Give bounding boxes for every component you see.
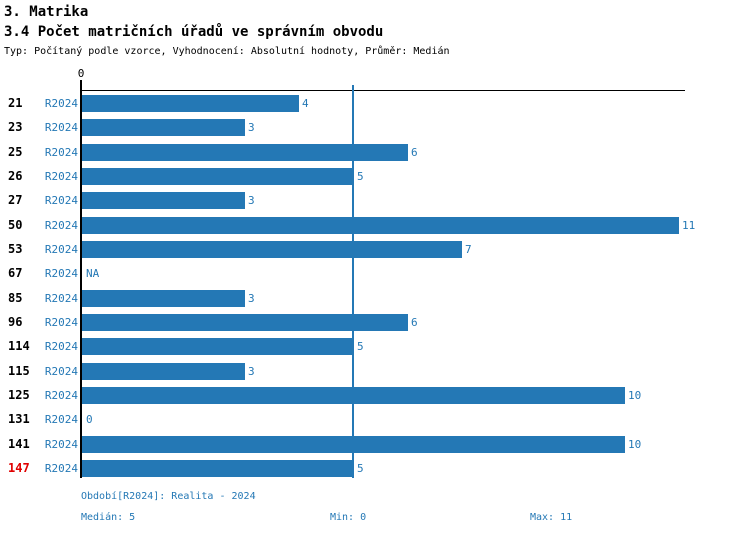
chart-row: 147 R2024 5: [0, 460, 750, 477]
category-label: 27: [8, 193, 23, 207]
chart-row: 96 R2024 6: [0, 314, 750, 331]
x-axis-line: [81, 90, 685, 91]
chart-row: 125 R2024 10: [0, 387, 750, 404]
series-label: R2024: [44, 292, 78, 305]
category-label: 21: [8, 96, 23, 110]
category-label: 25: [8, 145, 23, 159]
category-label: 115: [8, 364, 30, 378]
value-label: 5: [357, 170, 364, 183]
category-label: 96: [8, 315, 23, 329]
bar: [82, 95, 299, 112]
chart-title: 3.4 Počet matričních úřadů ve správním o…: [4, 24, 384, 40]
bar: [82, 290, 245, 307]
chart-row: 21 R2024 4: [0, 95, 750, 112]
series-label: R2024: [44, 389, 78, 402]
chart-row: 141 R2024 10: [0, 436, 750, 453]
chart-row: 131 R2024 0: [0, 411, 750, 428]
bar: [82, 119, 245, 136]
bar: [82, 241, 462, 258]
value-label: 0: [86, 413, 93, 426]
category-label: 26: [8, 169, 23, 183]
y-axis-line: [80, 90, 82, 478]
value-label: NA: [86, 267, 100, 280]
chart-row: 53 R2024 7: [0, 241, 750, 258]
median-stat-label: Medián: 5: [81, 512, 136, 523]
x-axis-tick-label: 0: [77, 67, 85, 80]
series-label: R2024: [44, 97, 78, 110]
series-label: R2024: [44, 365, 78, 378]
value-label: 3: [248, 121, 255, 134]
page-title: 3. Matrika: [4, 4, 89, 20]
bar: [82, 436, 625, 453]
series-label: R2024: [44, 438, 78, 451]
series-label: R2024: [44, 194, 78, 207]
period-label: Období[R2024]: Realita - 2024: [81, 491, 256, 502]
value-label: 5: [357, 340, 364, 353]
chart-row: 115 R2024 3: [0, 363, 750, 380]
series-label: R2024: [44, 121, 78, 134]
series-label: R2024: [44, 462, 78, 475]
value-label: 6: [411, 146, 418, 159]
bar: [82, 144, 408, 161]
chart-row: 114 R2024 5: [0, 338, 750, 355]
chart-row: 85 R2024 3: [0, 290, 750, 307]
category-label: 53: [8, 242, 23, 256]
chart-row: 27 R2024 3: [0, 192, 750, 209]
bar: [82, 217, 679, 234]
bar: [82, 387, 625, 404]
value-label: 5: [357, 462, 364, 475]
category-label: 50: [8, 218, 23, 232]
median-reference-line: [352, 85, 354, 478]
category-label: 85: [8, 291, 23, 305]
series-label: R2024: [44, 267, 78, 280]
category-label: 114: [8, 339, 30, 353]
chart-row: 23 R2024 3: [0, 119, 750, 136]
value-label: 4: [302, 97, 309, 110]
max-stat-label: Max: 11: [530, 512, 573, 523]
chart-row: 50 R2024 11: [0, 217, 750, 234]
category-label: 147: [8, 461, 30, 475]
bar: [82, 363, 245, 380]
bar: [82, 168, 354, 185]
chart-row: 26 R2024 5: [0, 168, 750, 185]
bar: [82, 460, 354, 477]
series-label: R2024: [44, 219, 78, 232]
series-label: R2024: [44, 316, 78, 329]
category-label: 131: [8, 412, 30, 426]
value-label: 6: [411, 316, 418, 329]
value-label: 10: [628, 438, 642, 451]
series-label: R2024: [44, 340, 78, 353]
bar: [82, 314, 408, 331]
category-label: 125: [8, 388, 30, 402]
series-label: R2024: [44, 146, 78, 159]
x-axis-tick-mark: [80, 80, 82, 90]
bar: [82, 192, 245, 209]
category-label: 67: [8, 266, 23, 280]
category-label: 141: [8, 437, 30, 451]
bar: [82, 338, 354, 355]
value-label: 3: [248, 365, 255, 378]
value-label: 3: [248, 194, 255, 207]
category-label: 23: [8, 120, 23, 134]
min-stat-label: Min: 0: [330, 512, 367, 523]
value-label: 10: [628, 389, 642, 402]
chart-row: 67 R2024 NA: [0, 265, 750, 282]
value-label: 11: [682, 219, 696, 232]
value-label: 3: [248, 292, 255, 305]
chart-meta-line: Typ: Počítaný podle vzorce, Vyhodnocení:…: [4, 46, 450, 57]
chart-row: 25 R2024 6: [0, 144, 750, 161]
value-label: 7: [465, 243, 472, 256]
series-label: R2024: [44, 243, 78, 256]
series-label: R2024: [44, 413, 78, 426]
series-label: R2024: [44, 170, 78, 183]
